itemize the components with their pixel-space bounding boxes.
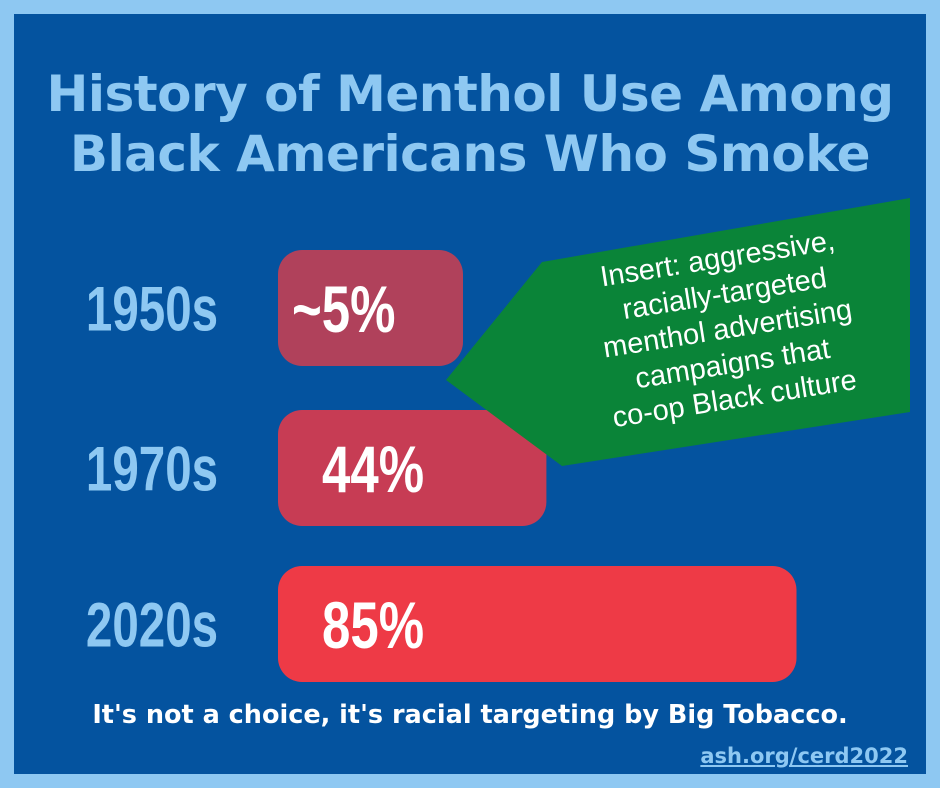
bar-value-label-2020s: 85% [322, 590, 424, 663]
bars-layer: 1950s ~5% 1970s 44% 2020s 85% [86, 250, 797, 682]
bar-chart: 1950s ~5% 1970s 44% 2020s 85% Insert: aggress… [86, 198, 910, 682]
year-label-1950s: 1950s [86, 274, 218, 344]
title-line-1: History of Menthol Use Among [46, 65, 894, 123]
bar-2020s [278, 566, 797, 682]
bar-1950s [278, 250, 463, 366]
title-line-2: Black Americans Who Smoke [69, 125, 871, 183]
annotation-callout: Insert: aggressive,racially-targetedment… [446, 198, 910, 466]
callout-arrow [446, 198, 910, 466]
footer-tagline: It's not a choice, it's racial targeting… [92, 700, 848, 730]
bar-value-label-1970s: 44% [322, 434, 424, 507]
year-label-2020s: 2020s [86, 590, 218, 660]
source-link[interactable]: ash.org/cerd2022 [700, 744, 908, 768]
year-label-1970s: 1970s [86, 434, 218, 504]
poster-panel: History of Menthol Use Among Black Ameri… [14, 14, 926, 774]
bar-value-label-1950s: ~5% [292, 274, 395, 347]
bar-1970s [278, 410, 547, 526]
chart-title: History of Menthol Use Among Black Ameri… [14, 64, 926, 184]
